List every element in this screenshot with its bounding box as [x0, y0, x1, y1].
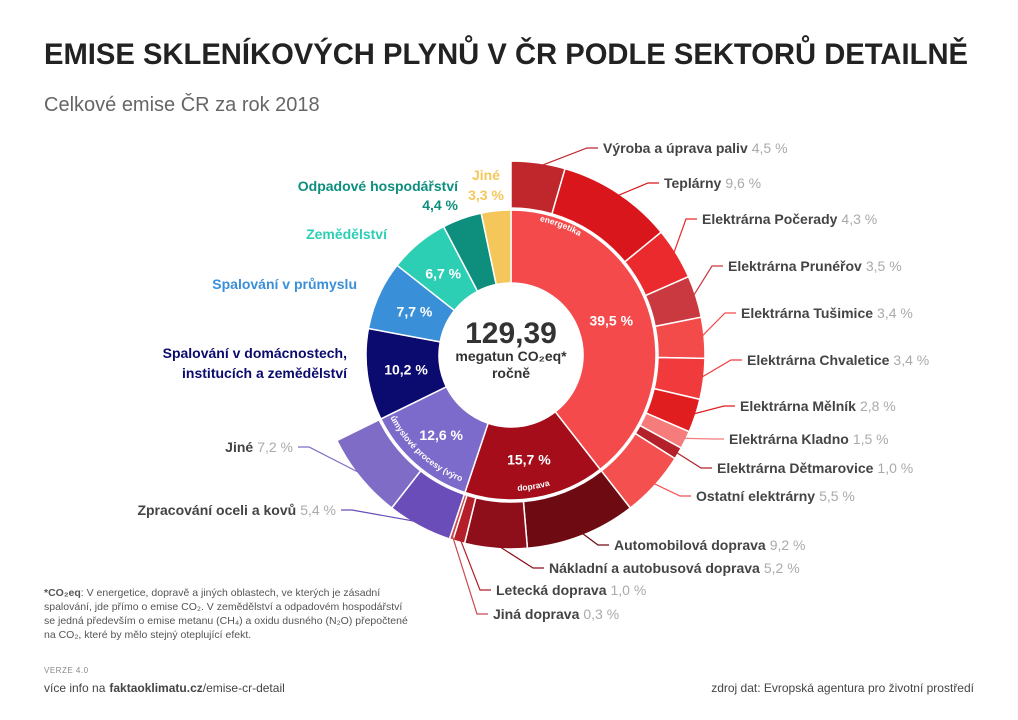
sub-sector-name: Elektrárna Dětmarovice — [717, 460, 874, 476]
leader-line — [699, 312, 736, 339]
sector-label: Spalování v průmyslu — [212, 276, 357, 292]
sub-sector-label: Elektrárna Počerady 4,3 % — [702, 211, 877, 227]
sub-sector-name: Elektrárna Chvaletice — [747, 352, 890, 368]
sub-sector-label: Elektrárna Kladno 1,5 % — [729, 431, 889, 447]
info-prefix: více info na — [44, 681, 106, 695]
footnote-text: : V energetice, dopravě a jiných oblaste… — [44, 587, 408, 641]
sector-label: Zemědělství — [306, 226, 388, 242]
leader-line — [651, 482, 691, 497]
sector-label: Odpadové hospodářství — [298, 178, 459, 194]
footnote-term: *CO₂eq — [44, 587, 81, 599]
total-unit: megatun CO₂eq* — [455, 348, 567, 364]
sector-value: 3,3 % — [468, 187, 504, 203]
sub-sector-name: Zpracování oceli a kovů — [137, 502, 296, 518]
sub-sector-name: Elektrárna Kladno — [729, 431, 849, 447]
sector-value: 15,7 % — [507, 451, 551, 467]
sub-sector-name: Elektrárna Počerady — [702, 211, 838, 227]
sector-label: Spalování v domácnostech, institucích a … — [162, 345, 347, 381]
chart-subtitle: Celkové emise ČR za rok 2018 — [44, 93, 320, 116]
sub-sector-value: 2,8 % — [860, 398, 896, 414]
sub-sector-value: 4,5 % — [752, 140, 788, 156]
sub-sector-value: 7,2 % — [257, 439, 293, 455]
sub-sector-name: Nákladní a autobusová doprava — [549, 560, 760, 576]
sub-sector-name: Elektrárna Tušimice — [741, 305, 873, 321]
leader-line — [615, 182, 659, 198]
sector — [510, 209, 657, 471]
sector-label: Jiné — [472, 167, 500, 183]
sub-sector-label: Jiná doprava 0,3 % — [493, 606, 619, 622]
more-info: více info na faktaoklimatu.cz/emise-cr-de… — [44, 681, 285, 695]
sub-sector-value: 5,4 % — [300, 502, 336, 518]
chart-title: EMISE SKLENÍKOVÝCH PLYNŮ V ČR PODLE SEKT… — [44, 35, 968, 71]
sector-value: 39,5 % — [589, 313, 633, 329]
leader-line — [691, 265, 723, 299]
sub-sector-label: Ostatní elektrárny 5,5 % — [696, 488, 855, 504]
sub-sector-label: Zpracování oceli a kovů 5,4 % — [137, 502, 336, 518]
sub-sector-label: Teplárny 9,6 % — [664, 175, 761, 191]
sub-sector-name: Jiné — [225, 439, 253, 455]
leader-line — [674, 450, 712, 469]
leader-line — [672, 218, 697, 256]
leader-line — [537, 147, 598, 168]
version: VERZE 4.0 — [44, 666, 89, 675]
leader-line — [298, 446, 364, 476]
sub-sector-value: 1,0 % — [611, 582, 647, 598]
sub-sector-name: Letecká doprava — [496, 582, 607, 598]
sub-sector-name: Jiná doprava — [493, 606, 580, 622]
sub-sector-value: 3,4 % — [893, 352, 929, 368]
sub-sector-label: Elektrárna Tušimice 3,4 % — [741, 305, 913, 321]
sub-sector-value: 5,2 % — [764, 560, 800, 576]
sub-sector-value: 9,6 % — [725, 175, 761, 191]
sub-sector-value: 3,4 % — [877, 305, 913, 321]
sub-sector-name: Výroba a úprava paliv — [603, 140, 748, 156]
leader-line — [459, 537, 491, 591]
leader-line — [341, 509, 422, 523]
sub-sector-value: 5,5 % — [819, 488, 855, 504]
sub-sector-label: Automobilová doprava 9,2 % — [614, 537, 806, 553]
sub-sector-label: Výroba a úprava paliv 4,5 % — [603, 140, 788, 156]
sub-sector-label: Elektrárna Prunéřov 3,5 % — [728, 258, 902, 274]
sector-value: 6,7 % — [425, 265, 461, 281]
sub-sector-label: Elektrárna Mělník 2,8 % — [740, 398, 896, 414]
sub-sector-name: Automobilová doprava — [614, 537, 766, 553]
info-path: /emise-cr-detail — [202, 681, 285, 695]
sub-sector-name: Ostatní elektrárny — [696, 488, 815, 504]
sub-sector-value: 4,3 % — [841, 211, 877, 227]
sub-sector — [335, 418, 422, 510]
footnote: *CO₂eq: V energetice, dopravě a jiných o… — [44, 586, 416, 642]
sub-sector-value: 9,2 % — [770, 537, 806, 553]
sub-sector-label: Nákladní a autobusová doprava 5,2 % — [549, 560, 800, 576]
sub-sector-label: Elektrárna Dětmarovice 1,0 % — [717, 460, 913, 476]
info-site[interactable]: faktaoklimatu.cz — [109, 681, 203, 695]
sector-value: 7,7 % — [397, 303, 433, 319]
total-period: ročně — [492, 365, 530, 381]
sector-value: 4,4 % — [422, 197, 458, 213]
sub-sector-name: Elektrárna Prunéřov — [728, 258, 862, 274]
sub-sector-label: Elektrárna Chvaletice 3,4 % — [747, 352, 929, 368]
leader-line — [451, 535, 488, 615]
leader-line — [681, 437, 724, 440]
sector-value: 10,2 % — [384, 361, 428, 377]
sub-sector-name: Elektrárna Mělník — [740, 398, 856, 414]
total: 129,39 — [465, 317, 557, 350]
sub-sector-name: Teplárny — [664, 175, 722, 191]
leader-line — [691, 405, 735, 416]
sector — [480, 209, 512, 286]
leader-line — [495, 543, 544, 569]
sector-value: 12,6 % — [419, 427, 463, 443]
sub-sector-label: Jiné 7,2 % — [225, 439, 293, 455]
sub-sector-value: 1,0 % — [877, 460, 913, 476]
sub-sector-value: 1,5 % — [853, 431, 889, 447]
sub-sector-value: 0,3 % — [583, 606, 619, 622]
sub-sector-label: Letecká doprava 1,0 % — [496, 582, 646, 598]
sub-sector-value: 3,5 % — [866, 258, 902, 274]
leader-line — [579, 531, 609, 546]
source: zdroj dat: Evropská agentura pro životní… — [711, 681, 974, 695]
leader-line — [699, 359, 742, 380]
